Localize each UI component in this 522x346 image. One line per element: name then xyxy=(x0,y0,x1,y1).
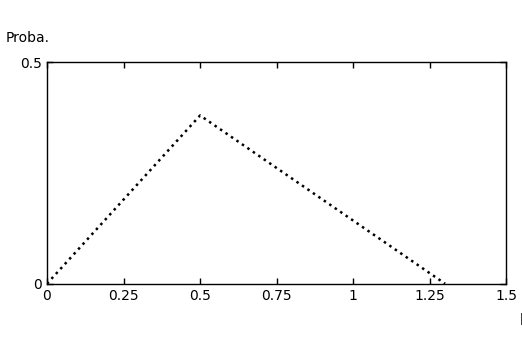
Text: Proba.: Proba. xyxy=(6,30,50,45)
X-axis label: μ: μ xyxy=(520,310,522,325)
